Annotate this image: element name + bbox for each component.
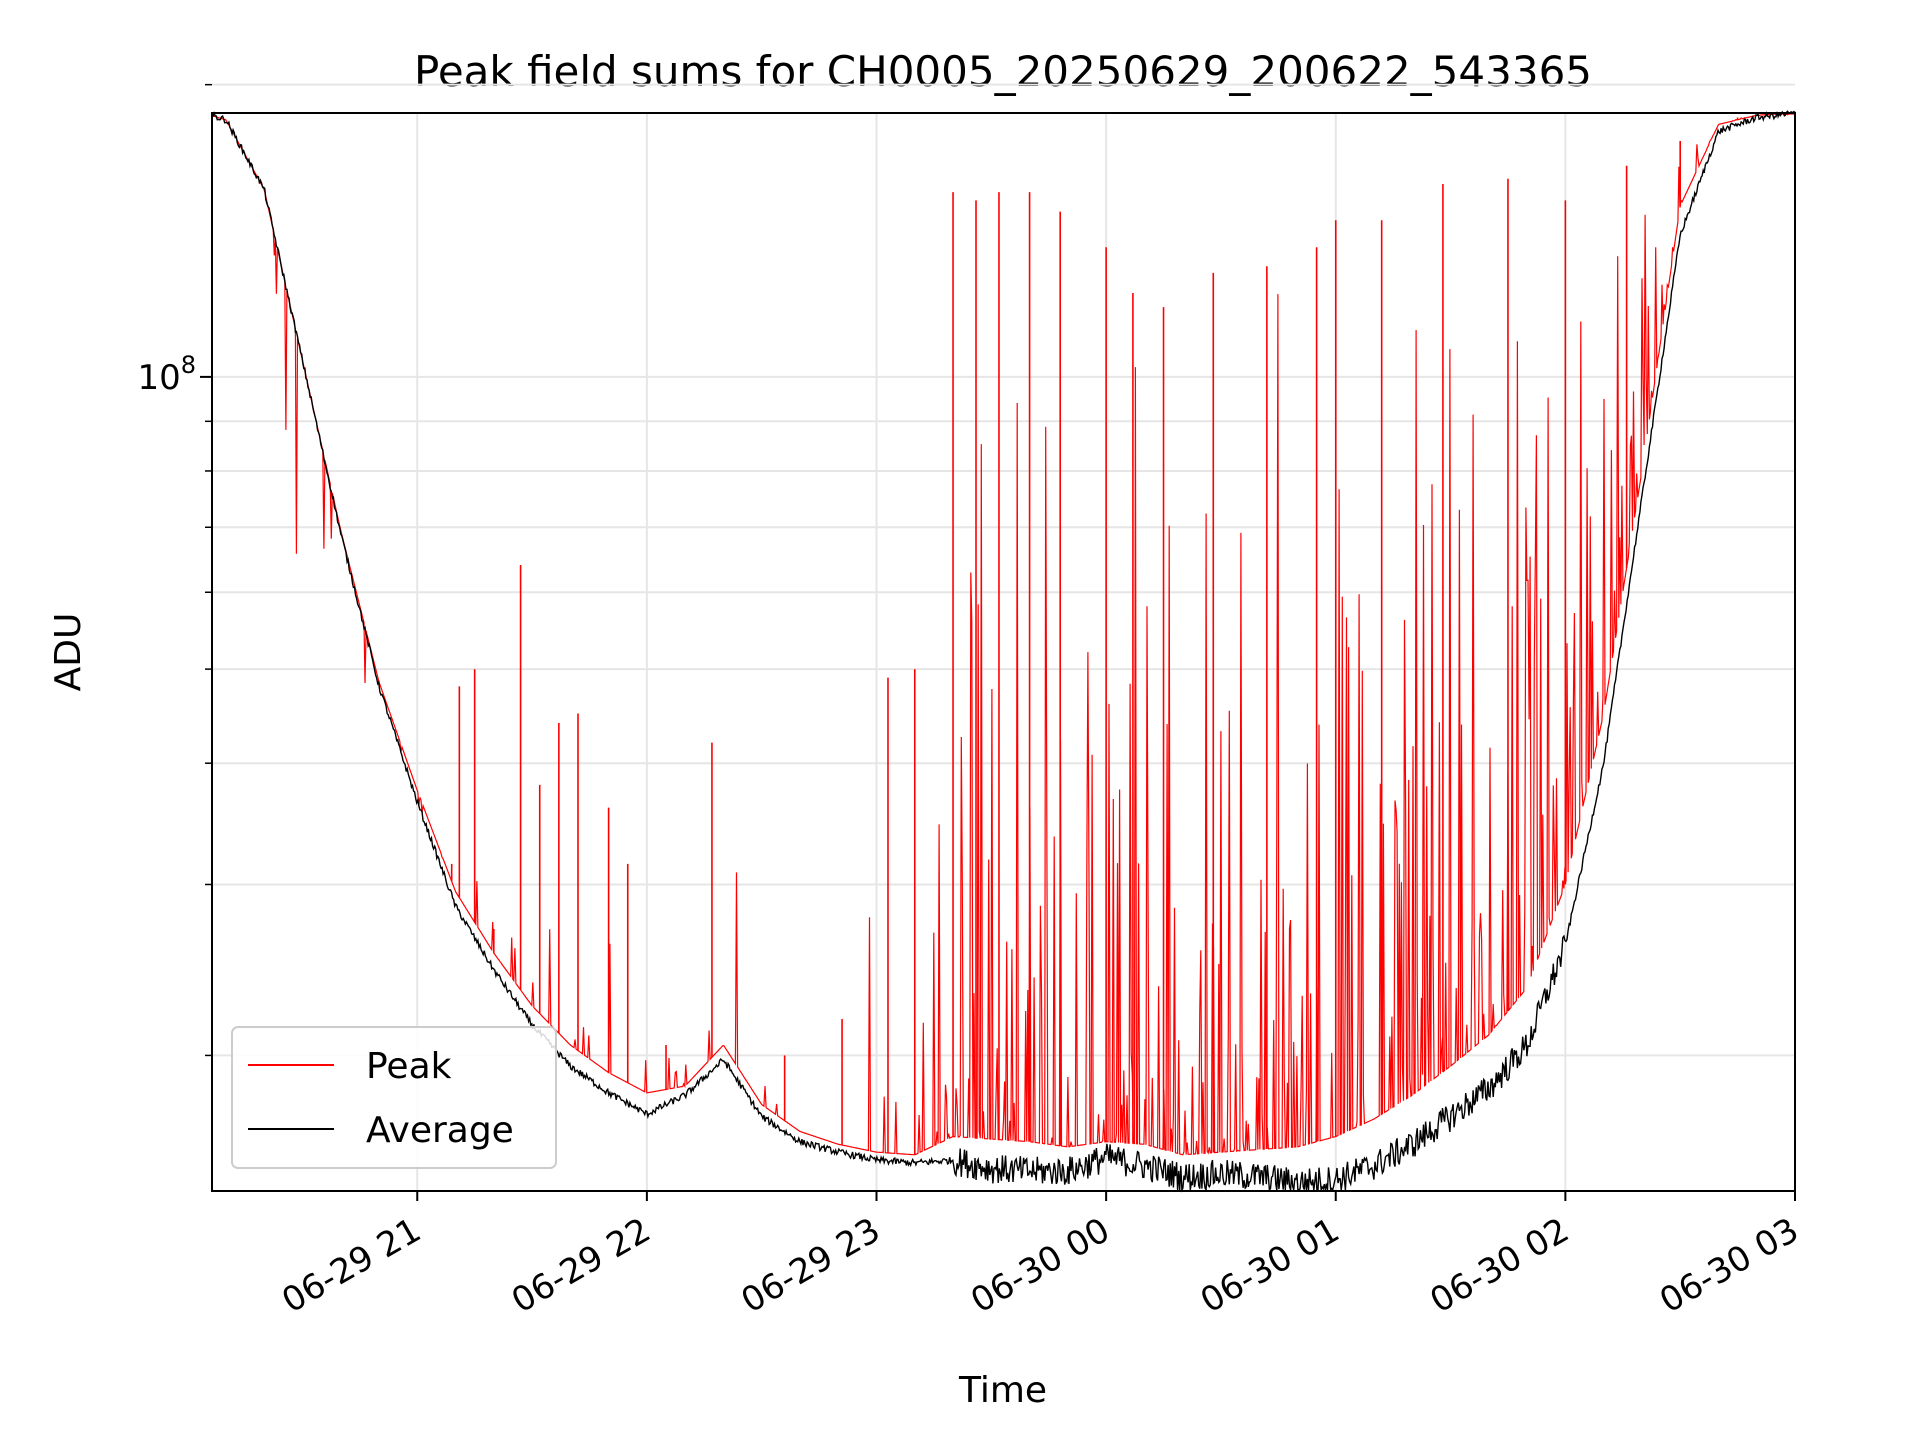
legend-box [231,1026,557,1169]
plot-series [211,110,1796,1193]
x-axis-label: Time [958,1370,1047,1411]
y-tick-base: 10 [137,358,180,398]
y-tick-exponent: 8 [181,351,196,379]
y-tick-label: 108 [137,351,196,398]
average-series-line [211,110,1796,1193]
legend: Peak Average [231,1026,557,1169]
peak-series-line [211,113,1795,1156]
plot-frame [211,112,1796,1192]
y-axis: 108 [137,83,212,1057]
legend-peak-label: Peak [366,1046,452,1087]
y-axis-label: ADU [48,613,89,692]
chart-title: Peak field sums for CH0005_20250629_2006… [414,47,1592,96]
legend-average-label: Average [366,1110,514,1151]
